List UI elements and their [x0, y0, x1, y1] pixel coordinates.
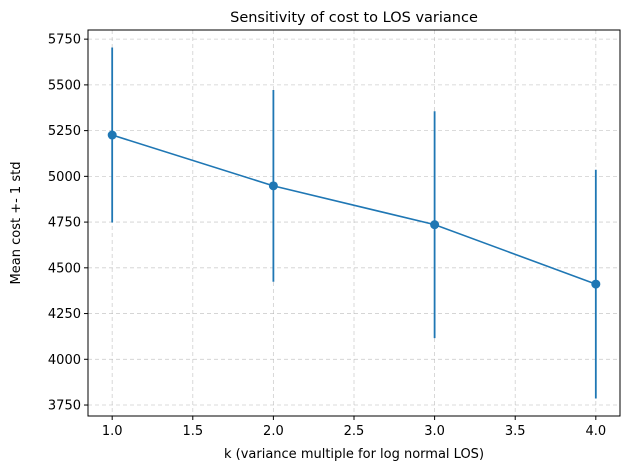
- x-tick-label: 1.5: [182, 424, 203, 439]
- data-point: [107, 130, 117, 140]
- y-tick-label: 4250: [48, 307, 81, 322]
- data-point: [268, 181, 278, 191]
- y-axis-label: Mean cost +- 1 std: [9, 162, 24, 285]
- y-tick-label: 5750: [48, 33, 81, 48]
- data-point: [430, 220, 440, 230]
- x-tick-label: 3.5: [505, 424, 526, 439]
- grid: [88, 30, 620, 416]
- series-line: [111, 134, 597, 285]
- x-tick-label: 2.0: [263, 424, 284, 439]
- y-tick-label: 4750: [48, 216, 81, 231]
- x-tick-label: 2.5: [344, 424, 365, 439]
- x-tick-label: 1.0: [102, 424, 123, 439]
- x-axis-label: k (variance multiple for log normal LOS): [224, 447, 484, 462]
- ticks: 1.0 1.5 2.0 2.5 3.0 3.5 4.0 3750 4000 4250 4500 475…: [48, 33, 606, 439]
- x-tick-label: 3.0: [424, 424, 445, 439]
- series-layer: [107, 47, 601, 399]
- y-tick-label: 3750: [48, 399, 81, 414]
- y-tick-label: 5500: [48, 78, 81, 93]
- y-tick-label: 4000: [48, 353, 81, 368]
- chart-title: Sensitivity of cost to LOS variance: [230, 10, 478, 26]
- data-point: [591, 279, 601, 289]
- y-tick-label: 4500: [48, 261, 81, 276]
- y-tick-label: 5000: [48, 170, 81, 185]
- y-tick-label: 5250: [48, 124, 81, 139]
- x-tick-label: 4.0: [585, 424, 606, 439]
